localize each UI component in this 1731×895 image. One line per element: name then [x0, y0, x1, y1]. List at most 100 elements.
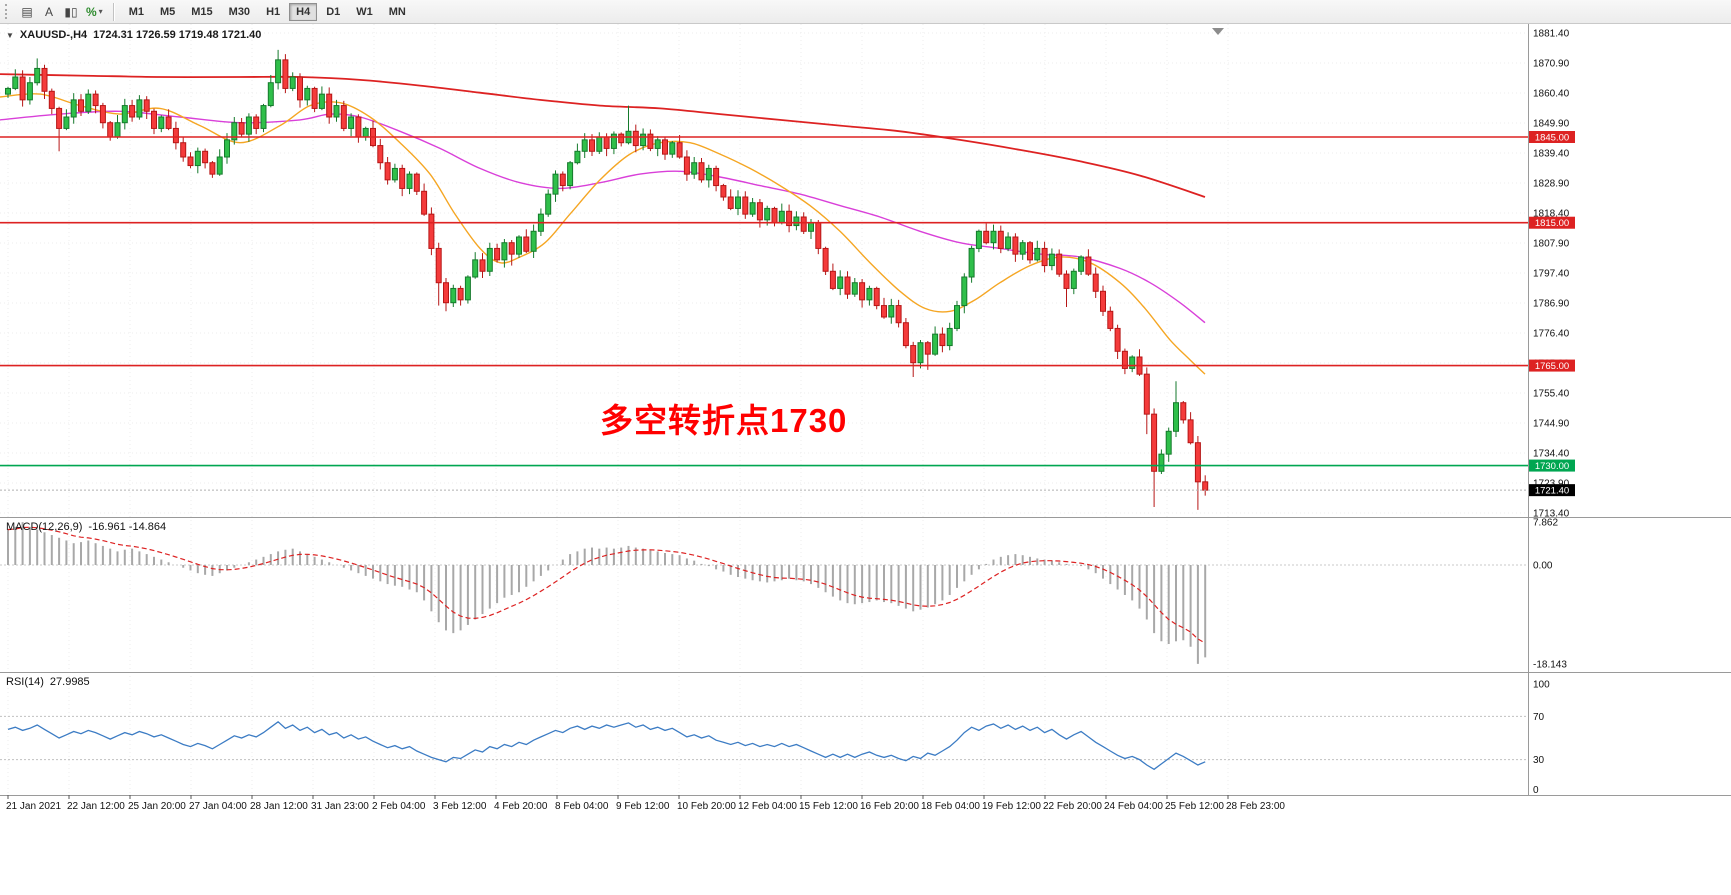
- timeframe-w1[interactable]: W1: [349, 3, 380, 21]
- annotation-text[interactable]: 多空转折点1730: [600, 402, 848, 439]
- candle: [479, 259, 486, 272]
- price-scale-label: 1881.40: [1533, 29, 1570, 40]
- toolbar-drag-handle[interactable]: [5, 4, 11, 19]
- candle: [428, 213, 435, 249]
- candle: [333, 105, 340, 118]
- candle: [70, 99, 77, 118]
- candle: [1005, 236, 1012, 249]
- candle: [567, 162, 574, 187]
- rsi-scale-label: 100: [1533, 680, 1550, 691]
- time-label: 9 Feb 12:00: [616, 801, 670, 812]
- candle: [377, 145, 384, 164]
- candle: [632, 130, 639, 147]
- candle: [41, 67, 48, 92]
- price-badge-1721.40: [1529, 484, 1575, 497]
- candle: [391, 167, 398, 181]
- macd-scale-label: -18.143: [1533, 659, 1567, 670]
- candle: [318, 93, 325, 109]
- chart-tools-dropdown[interactable]: % ▾: [82, 2, 107, 22]
- candle: [1100, 290, 1106, 312]
- candle: [297, 76, 303, 101]
- time-label: 22 Jan 12:00: [67, 801, 125, 812]
- candle: [494, 247, 501, 261]
- candle: [202, 150, 209, 164]
- candle: [413, 173, 420, 192]
- indicator-levels: [0, 564, 1528, 761]
- candle: [946, 327, 953, 347]
- price-scale[interactable]: 1881.40 1870.90 1860.40 1849.90 1839.40 1828.…: [1533, 29, 1570, 520]
- candle: [194, 150, 201, 167]
- candle: [348, 116, 355, 129]
- time-label: 21 Jan 2021: [6, 801, 61, 812]
- chart-header: ▼ XAUUSD-,H4 1724.31 1726.59 1719.48 172…: [6, 29, 261, 41]
- candle: [786, 210, 793, 227]
- candle: [304, 87, 311, 101]
- price-scale-label: 1860.40: [1533, 89, 1570, 100]
- candle: [749, 202, 756, 215]
- time-label: 27 Jan 04:00: [189, 801, 247, 812]
- symbol-dropdown-icon[interactable]: ▼: [6, 30, 14, 40]
- timeframe-d1[interactable]: D1: [319, 3, 347, 21]
- candle: [1114, 327, 1121, 352]
- timeframe-m5[interactable]: M5: [153, 3, 182, 21]
- symbol-period-label: XAUUSD-,H4: [19, 29, 88, 41]
- candle: [859, 282, 866, 301]
- candle: [669, 142, 676, 155]
- candle: [1070, 270, 1077, 289]
- candle: [1048, 253, 1055, 267]
- timeframe-m30[interactable]: M30: [222, 3, 257, 21]
- time-label: 28 Jan 12:00: [250, 801, 308, 812]
- candle: [888, 305, 895, 318]
- timeframe-m1[interactable]: M1: [122, 3, 151, 21]
- candle: [289, 76, 296, 89]
- window-menu-icon[interactable]: ▤: [16, 2, 38, 22]
- chart-shift-marker[interactable]: [1212, 28, 1224, 35]
- candle: [151, 110, 157, 129]
- candle: [559, 173, 566, 187]
- time-label: 25 Feb 12:00: [1165, 801, 1224, 812]
- candle: [1056, 253, 1063, 275]
- candle: [1187, 419, 1194, 444]
- price-scale-label: 1744.90: [1533, 419, 1570, 430]
- candle: [822, 247, 829, 272]
- timeframe-mn[interactable]: MN: [382, 3, 413, 21]
- candle: [727, 196, 734, 209]
- time-scale[interactable]: 21 Jan 2021 22 Jan 12:00 25 Jan 20:00 27 Ja…: [6, 795, 1285, 812]
- candle: [530, 230, 537, 252]
- candle: [873, 287, 880, 307]
- candle: [172, 127, 179, 144]
- price-scale-label: 1797.40: [1533, 269, 1570, 280]
- candle: [63, 116, 70, 129]
- candle: [121, 105, 128, 124]
- rsi-scale[interactable]: 100 70 30 0: [1533, 680, 1550, 797]
- timeframe-h4[interactable]: H4: [289, 2, 318, 21]
- candle: [552, 173, 559, 195]
- candle: [85, 93, 92, 112]
- ma-slow-line: [0, 73, 1206, 198]
- candle: [1034, 247, 1041, 261]
- candle: [216, 156, 223, 175]
- pane-separators: [0, 24, 1731, 796]
- toolbar-separator: [112, 2, 115, 21]
- toolbar: ▤ A ▮▯ % ▾ M1 M5 M15 M30 H1 H4 D1 W1 MN: [0, 0, 1731, 24]
- candle: [12, 76, 19, 89]
- price-badge-1730.00: [1529, 459, 1575, 472]
- timeframe-h1[interactable]: H1: [259, 3, 287, 21]
- candle: [574, 150, 581, 164]
- candle: [975, 230, 982, 249]
- time-label: 15 Feb 12:00: [799, 801, 858, 812]
- candle: [399, 167, 406, 189]
- price-badge-1845.00: [1529, 131, 1575, 143]
- macd-scale[interactable]: 7.862 0.00 -18.143: [1533, 518, 1567, 671]
- candle: [238, 122, 245, 135]
- candle: [1202, 481, 1209, 491]
- auto-arrange-button[interactable]: A: [38, 2, 60, 22]
- timeframe-m15[interactable]: M15: [184, 3, 219, 21]
- candle: [705, 167, 712, 181]
- candle: [143, 99, 150, 112]
- time-label: 22 Feb 20:00: [1043, 801, 1102, 812]
- candlestick-chart-icon[interactable]: ▮▯: [60, 2, 82, 22]
- macd-histogram: [7, 522, 1207, 664]
- price-badge-text: 1721.40: [1535, 486, 1569, 497]
